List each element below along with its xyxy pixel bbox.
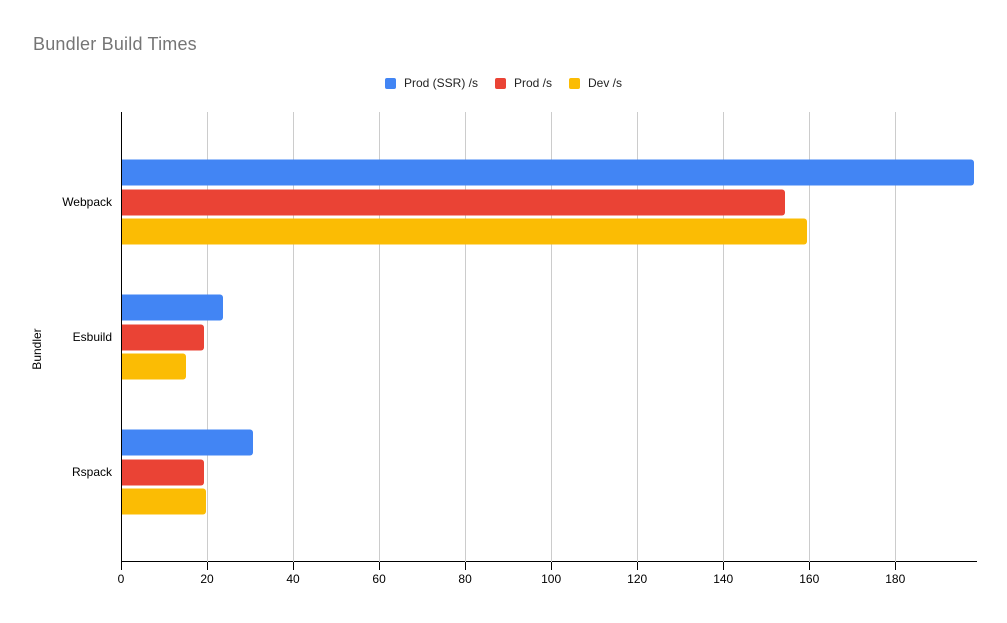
x-tick-label-180: 180 [885,572,906,586]
bar-dev-s-webpack [122,218,808,245]
x-tick-100 [551,562,553,570]
x-tick-140 [723,562,725,570]
x-tick-label-140: 140 [713,572,734,586]
legend-label-dev: Dev /s [588,76,623,90]
gridline-x-140 [723,112,725,562]
x-tick-80 [465,562,467,570]
x-tick-40 [293,562,295,570]
gridline-x-80 [465,112,467,562]
bar-prod-s-esbuild [122,324,205,350]
x-tick-label-100: 100 [541,572,562,586]
bar-group-esbuild [122,294,977,380]
bar-group-webpack [122,159,977,245]
legend-swatch-dev [569,77,580,89]
gridline-x-100 [551,112,553,562]
x-tick-label-80: 80 [458,572,472,586]
bar-prod-ssr-s-esbuild [122,294,223,321]
gridline-x-60 [379,112,381,562]
gridline-x-40 [293,112,295,562]
bar-prod-ssr-s-rspack [122,429,254,456]
y-axis-title: Bundler [30,328,44,370]
x-tick-60 [379,562,381,570]
x-tick-20 [207,562,209,570]
bar-prod-ssr-s-webpack [122,159,975,186]
legend-item-dev: Dev /s [569,76,622,90]
gridline-x-120 [637,112,639,562]
bar-dev-s-esbuild [122,353,187,380]
x-tick-label-20: 20 [200,572,214,586]
x-tick-label-120: 120 [627,572,648,586]
plot-area: 0 20 40 60 80 100 120 140 160 180 Webpack Esbuild Rs… [62,112,977,586]
gridline-x-20 [207,112,209,562]
bar-prod-s-webpack [122,189,786,215]
x-axis-line [121,561,977,562]
gridline-x-180 [895,112,897,562]
x-tick-180 [895,562,897,570]
legend: Prod (SSR) /s Prod /s Dev /s [0,76,1007,90]
legend-label-prod: Prod /s [513,76,552,90]
gridline-x-160 [809,112,811,562]
y-axis-line [121,112,122,562]
category-label-webpack: Webpack [62,195,112,209]
x-tick-label-0: 0 [117,572,125,586]
chart-title: Bundler Build Times [33,34,197,54]
x-tick-160 [809,562,811,570]
x-tick-label-60: 60 [372,572,386,586]
category-label-esbuild: Esbuild [72,330,112,344]
x-tick-label-160: 160 [799,572,820,586]
legend-label-prod-ssr: Prod (SSR) /s [403,76,478,90]
x-tick-120 [637,562,639,570]
legend-item-prod: Prod /s [494,76,552,90]
x-tick-label-40: 40 [286,572,300,586]
legend-swatch-prod [494,77,506,89]
bar-group-rspack [122,429,977,515]
bar-dev-s-rspack [122,488,207,515]
x-tick-0 [121,562,122,570]
legend-item-prod-ssr: Prod (SSR) /s [384,76,478,90]
legend-swatch-prod-ssr [384,77,396,89]
bar-prod-s-rspack [122,459,204,485]
category-label-rspack: Rspack [71,465,112,479]
